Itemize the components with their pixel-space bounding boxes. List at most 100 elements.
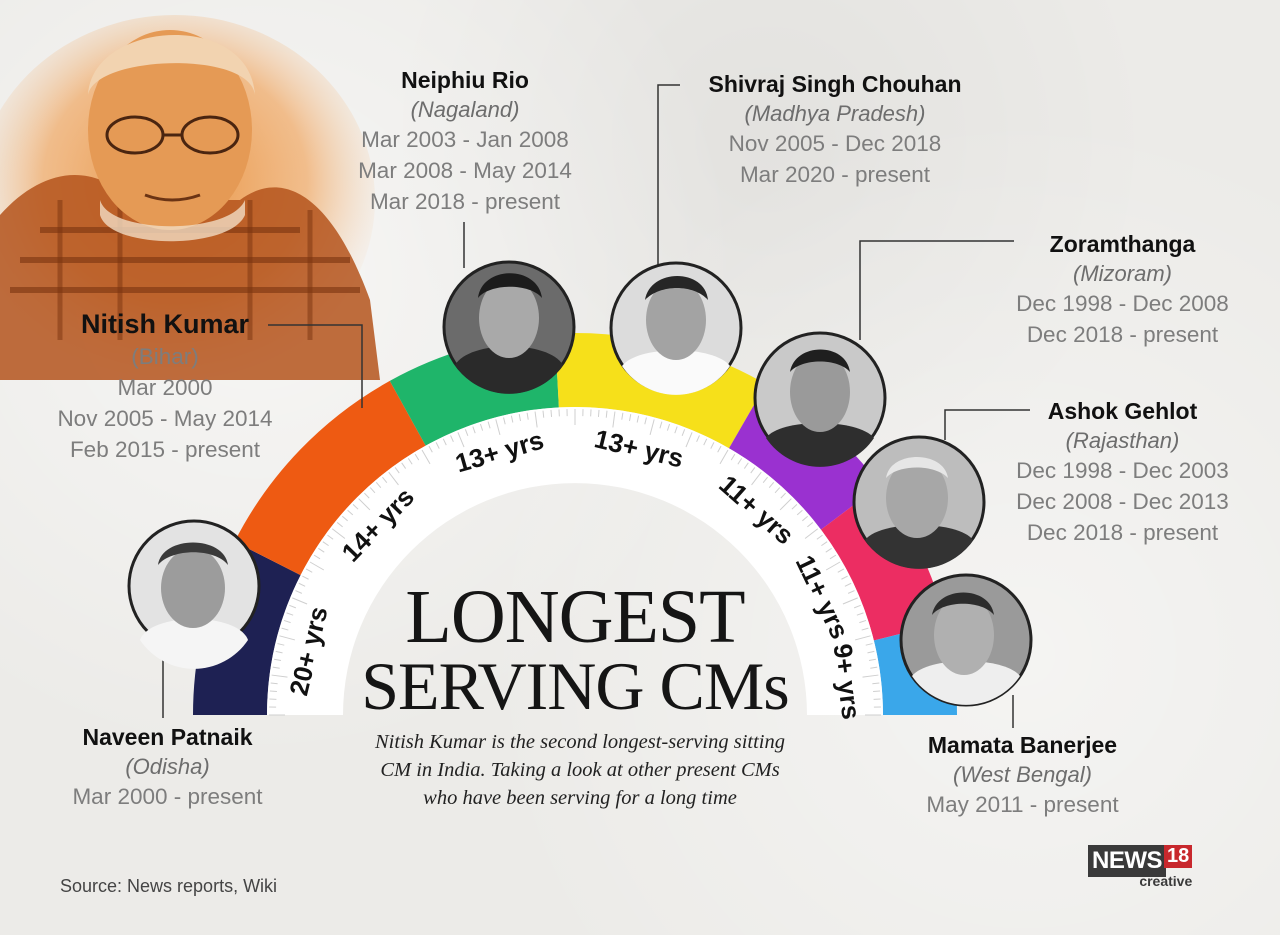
mamata-term-1: May 2011 - present (926, 792, 1119, 817)
ruler-tick (636, 415, 640, 423)
naveen-name: Naveen Patnaik (82, 724, 253, 750)
ruler-tick (286, 612, 294, 616)
ruler-tick (872, 682, 880, 685)
ruler-tick (825, 561, 841, 571)
ruler-tick (295, 590, 303, 594)
ashok-state: (Rajasthan) (1065, 428, 1180, 453)
neiphiu-state: (Nagaland) (410, 97, 520, 122)
ruler-tick (487, 421, 491, 429)
ruler-tick (873, 690, 881, 693)
neiphiu-term-3: Mar 2018 - present (369, 189, 561, 214)
ashok-term-1: Dec 1998 - Dec 2003 (1016, 458, 1229, 483)
ruler-tick (717, 445, 722, 453)
neiphiu-name: Neiphiu Rio (401, 67, 529, 93)
mamata-info: Mamata Banerjee (West Bengal) May 2011 -… (890, 730, 1155, 820)
ruler-tick (270, 682, 278, 685)
ruler-tick (802, 515, 809, 522)
ruler-tick (842, 597, 858, 605)
ruler-tick (865, 643, 873, 646)
ruler-tick (318, 547, 325, 553)
ruler-tick (327, 534, 334, 540)
ruler-tick (703, 438, 708, 446)
ruler-tick (844, 582, 852, 587)
ashok-info: Ashok Gehlot (Rajasthan) Dec 1998 - Dec … (985, 396, 1260, 548)
ruler-tick (780, 492, 786, 499)
nitish-portrait (0, 15, 380, 385)
ruler-tick (275, 650, 283, 654)
ruler-tick (804, 528, 819, 539)
zoram-term-2: Dec 2018 - present (1026, 322, 1219, 347)
shivraj-term-1: Nov 2005 - Dec 2018 (728, 131, 942, 156)
ruler-tick (272, 666, 280, 669)
ruler-tick (816, 534, 823, 540)
ashok-name: Ashok Gehlot (1047, 398, 1198, 424)
zoram-state: (Mizoram) (1073, 261, 1172, 286)
ruler-tick (309, 561, 325, 571)
ruler-tick (762, 476, 768, 483)
ruler-tick (394, 467, 400, 474)
ruler-tick (331, 528, 346, 539)
nitish-info: Nitish Kumar (Bihar) Mar 2000 Nov 2005 -… (20, 307, 310, 465)
naveen-term-1: Mar 2000 - present (72, 784, 263, 809)
ruler-tick (854, 635, 871, 641)
subtitle-line-1: Nitish Kumar is the second longest-servi… (375, 731, 785, 753)
ruler-tick (853, 604, 861, 609)
ruler-tick (751, 471, 762, 486)
ruler-tick (279, 635, 296, 641)
ruler-tick (807, 522, 814, 528)
ruler-tick (382, 476, 388, 483)
zoram-avatar (753, 331, 887, 467)
ruler-tick (550, 409, 553, 417)
ruler-tick (336, 522, 343, 528)
title-line-1: LONGEST (405, 575, 745, 659)
nitish-term-3: Feb 2015 - present (69, 437, 261, 462)
ruler-tick (719, 449, 729, 465)
zoram-name: Zoramthanga (1049, 231, 1196, 257)
ruler-tick (457, 432, 465, 448)
neiphiu-avatar (442, 260, 576, 394)
ruler-tick (277, 643, 285, 646)
ruler-tick (510, 415, 514, 423)
logo-creative: creative (1139, 873, 1193, 889)
leader-lines (162, 84, 1030, 728)
ruler-tick (274, 658, 282, 662)
nitish-term-1: Mar 2000 (117, 375, 213, 400)
subtitle-line-2: CM in India. Taking a look at other pres… (380, 759, 780, 781)
ruler-tick (289, 604, 297, 609)
ruler-tick (696, 435, 700, 443)
ruler-tick (269, 690, 277, 693)
ruler-tick (369, 487, 376, 494)
ruler-tick (322, 541, 329, 547)
ruler-tick (837, 568, 845, 573)
shivraj-state: (Madhya Pradesh) (744, 101, 926, 126)
ruler-tick (313, 554, 321, 560)
ruler-tick (847, 590, 855, 594)
ruler-tick (628, 414, 632, 422)
ruler-tick (283, 619, 291, 624)
ruler-tick (364, 492, 370, 499)
ruler-tick (659, 421, 663, 429)
naveen-avatar (127, 519, 261, 669)
ruler-tick (341, 515, 348, 522)
arc-segment-2 (234, 380, 426, 576)
source-note: Source: News reports, Wiki (60, 876, 278, 896)
ruler-tick (298, 582, 306, 587)
subtitle: Nitish Kumar is the second longest-servi… (320, 728, 840, 812)
ruler-tick (737, 458, 743, 465)
ruler-tick (867, 650, 875, 654)
ruler-tick (271, 674, 288, 678)
ruler-tick (442, 438, 447, 446)
ruler-tick (302, 575, 309, 580)
ruler-tick (743, 462, 749, 469)
ruler-band (267, 407, 883, 715)
shivraj-name: Shivraj Singh Chouhan (708, 71, 962, 97)
ruler-tick (495, 419, 501, 436)
shivraj-avatar (609, 261, 743, 395)
naveen-state: (Odisha) (125, 754, 210, 779)
ruler-tick (358, 498, 371, 511)
ruler-tick (825, 547, 832, 553)
ruler-tick (856, 612, 864, 616)
shivraj-term-2: Mar 2020 - present (739, 162, 931, 187)
nitish-term-2: Nov 2005 - May 2014 (57, 406, 273, 431)
